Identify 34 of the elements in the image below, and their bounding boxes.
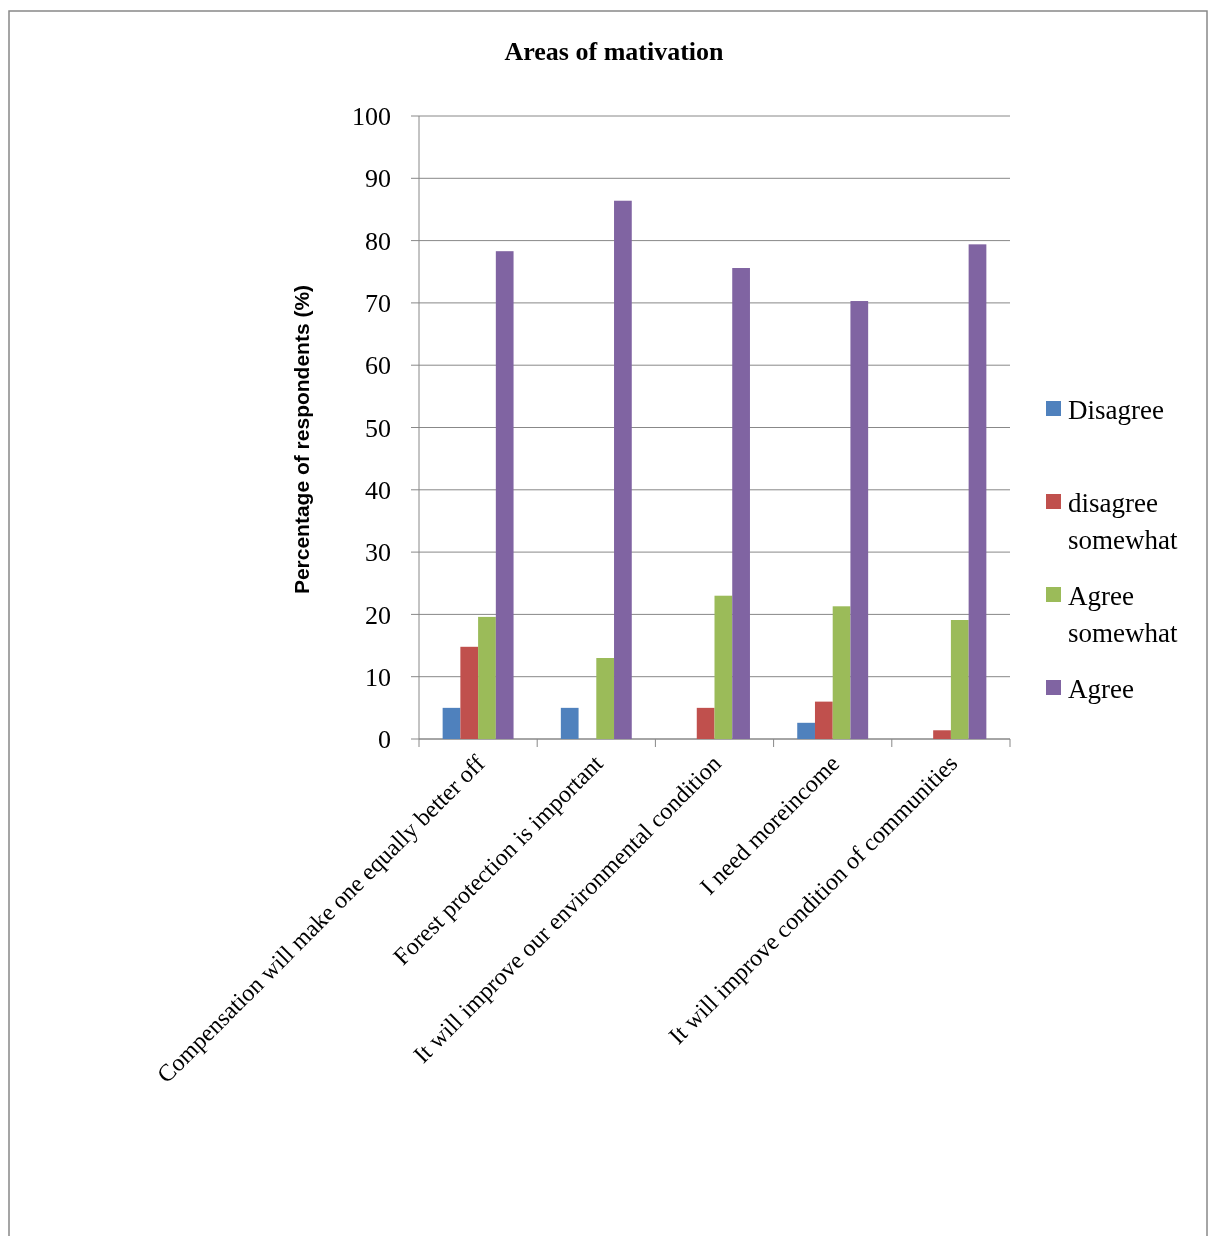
- y-tick-label: 10: [365, 662, 391, 692]
- bar: [933, 730, 951, 739]
- bar: [832, 606, 851, 739]
- y-tick-label: 20: [365, 600, 391, 630]
- y-tick-label: 80: [365, 226, 391, 256]
- bar: [614, 200, 632, 739]
- bar: [596, 658, 615, 739]
- y-tick-label: 30: [365, 538, 391, 568]
- bar: [732, 268, 750, 739]
- legend-label: Agree somewhat: [1068, 581, 1178, 648]
- bar: [968, 244, 987, 739]
- y-tick-label: 90: [365, 164, 391, 194]
- bar: [950, 620, 969, 739]
- bar: [814, 701, 833, 739]
- bar: [460, 646, 479, 739]
- legend-label: Agree: [1068, 674, 1134, 705]
- y-tick-label: 40: [365, 475, 391, 505]
- bar: [495, 251, 514, 739]
- y-tick-label: 60: [365, 351, 391, 381]
- bar: [560, 707, 579, 739]
- y-axis-title: Percentage of respondents (%): [290, 284, 313, 595]
- bar: [442, 707, 461, 739]
- chart-title: Areas of mativation: [504, 37, 725, 66]
- bar: [797, 722, 815, 739]
- y-tick-label: 70: [365, 289, 391, 318]
- bar: [696, 707, 715, 739]
- bar: [478, 616, 496, 739]
- legend-label: Disagree: [1068, 395, 1164, 426]
- bar: [714, 595, 733, 739]
- legend-label: disagree somewhat: [1068, 488, 1178, 555]
- y-tick-label: 100: [352, 102, 391, 132]
- bar: [850, 301, 869, 739]
- y-tick-label: 0: [378, 725, 391, 755]
- y-tick-label: 50: [365, 413, 391, 443]
